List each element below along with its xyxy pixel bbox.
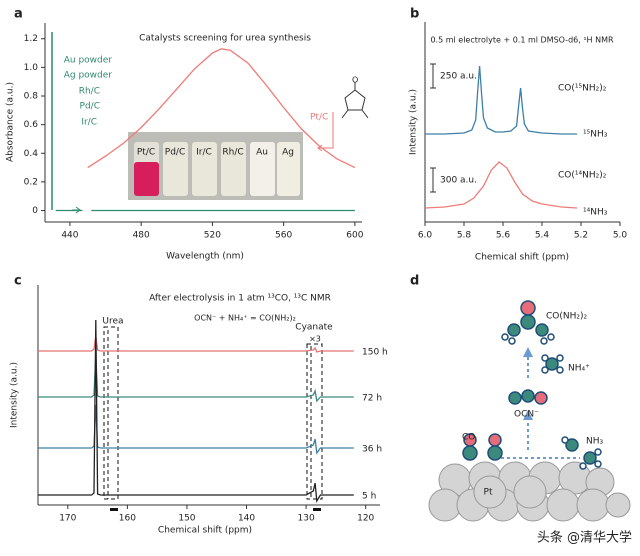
chart-subtitle: OCN⁻ + NH₄⁺ = CO(NH₂)₂ — [194, 314, 296, 323]
vial-photo — [128, 132, 303, 200]
time-label: 5 h — [362, 492, 376, 502]
y-tick-label: 1.0 — [24, 63, 39, 73]
marker — [313, 508, 321, 511]
x-tick-label: 560 — [275, 231, 292, 241]
chart-title: Catalysts screening for urea synthesis — [139, 34, 311, 44]
series-line — [38, 404, 354, 455]
x-tick-label: 5.0 — [613, 231, 628, 241]
peak-label: CO(¹⁴NH₂)₂ — [558, 171, 607, 181]
scale-label: 250 a.u. — [440, 72, 477, 82]
x-tick-label: 5.4 — [535, 231, 550, 241]
surface-label: Pt — [484, 488, 493, 498]
x-tick-label: 5.2 — [574, 231, 588, 241]
pt-surface — [428, 461, 631, 522]
peak-label: ¹⁴NH₃ — [583, 208, 608, 218]
catalyst-label: Ir/C — [81, 118, 97, 128]
x-tick-label: 5.6 — [496, 231, 511, 241]
x-tick-label: 480 — [133, 231, 150, 241]
y-tick-label: 0.8 — [24, 92, 39, 102]
series-line — [424, 161, 578, 209]
molecules — [462, 300, 602, 470]
vial-label: Ir/C — [196, 148, 212, 158]
x-axis-label: Chemical shift (ppm) — [158, 526, 252, 536]
panel-label: d — [410, 274, 419, 289]
y-axis-label: Intensity (a.u.) — [10, 362, 20, 428]
x-tick-label: 440 — [61, 231, 78, 241]
panel-label: b — [410, 7, 419, 22]
x-tick-label: 170 — [59, 514, 76, 524]
y-tick-label: 0.4 — [24, 149, 39, 159]
series-line — [425, 65, 578, 135]
atom-label: O — [352, 76, 358, 85]
time-label: 36 h — [362, 445, 382, 455]
x-axis-label: Wavelength (nm) — [166, 252, 244, 262]
x-tick-label: 120 — [357, 514, 374, 524]
x-tick-label: 160 — [119, 514, 136, 524]
catalyst-label: Au powder — [64, 56, 113, 66]
annotation: ×3 — [309, 335, 321, 344]
x-tick-label: 600 — [346, 231, 363, 241]
vial-label: Pt/C — [137, 148, 155, 158]
chart-title: 0.5 ml electrolyte + 0.1 ml DMSO-d6, ¹H … — [430, 36, 614, 45]
marker — [110, 508, 118, 511]
vial-label: Rh/C — [222, 148, 243, 158]
panel-label: a — [14, 7, 23, 22]
x-tick-label: 520 — [204, 231, 221, 241]
annotation: Urea — [102, 317, 123, 327]
molecule-label: CO(NH₂)₂ — [546, 312, 587, 322]
watermark: 头条 @清华大学 — [537, 530, 632, 546]
molecule-label: OCN⁻ — [514, 410, 539, 420]
y-axis-label: Absorbance (a.u.) — [6, 82, 16, 162]
catalyst-label: Pd/C — [80, 102, 100, 112]
y-tick-label: 0.2 — [24, 177, 38, 187]
y-tick-label: 0 — [32, 206, 38, 216]
y-tick-label: 0.6 — [24, 120, 39, 130]
molecule-label: CO — [462, 433, 475, 443]
time-label: 72 h — [362, 394, 382, 404]
peak-label: CO(¹⁵NH₂)₂ — [558, 84, 607, 94]
peak-label: ¹⁵NH₃ — [583, 130, 608, 140]
vial-label: Au — [256, 148, 268, 158]
molecule-label: NH₃ — [586, 437, 604, 447]
x-axis-label: Chemical shift (ppm) — [475, 253, 569, 263]
vial-label: Pd/C — [165, 148, 185, 158]
vial-label: Ag — [282, 148, 294, 158]
scale-label: 300 a.u. — [440, 176, 477, 186]
arrows — [495, 355, 580, 459]
series-line — [38, 319, 354, 504]
time-label: 150 h — [362, 348, 388, 358]
series-line — [38, 335, 354, 353]
y-tick-label: 1.2 — [24, 34, 38, 44]
scale-bar — [430, 63, 436, 89]
x-tick-label: 6.0 — [418, 231, 433, 241]
chart-title: After electrolysis in 1 atm ¹³CO, ¹³C NM… — [149, 294, 331, 304]
annotation: Cyanate — [295, 323, 333, 333]
annotation: Pt/C — [310, 113, 328, 123]
scale-bar — [430, 167, 436, 193]
dashed-box — [103, 326, 323, 500]
series-line — [87, 48, 356, 169]
x-tick-label: 140 — [238, 514, 255, 524]
x-tick-label: 5.8 — [457, 231, 472, 241]
x-tick-label: 150 — [178, 514, 195, 524]
urea-molecule — [341, 82, 369, 119]
y-axis-label: Intensity (a.u.) — [409, 89, 419, 155]
catalyst-label: Rh/C — [79, 87, 100, 97]
molecule-label: NH₄⁺ — [568, 364, 590, 374]
panel-label: c — [14, 274, 22, 289]
series-line — [38, 354, 354, 403]
catalyst-label: Ag powder — [64, 71, 113, 81]
x-tick-label: 130 — [298, 514, 315, 524]
